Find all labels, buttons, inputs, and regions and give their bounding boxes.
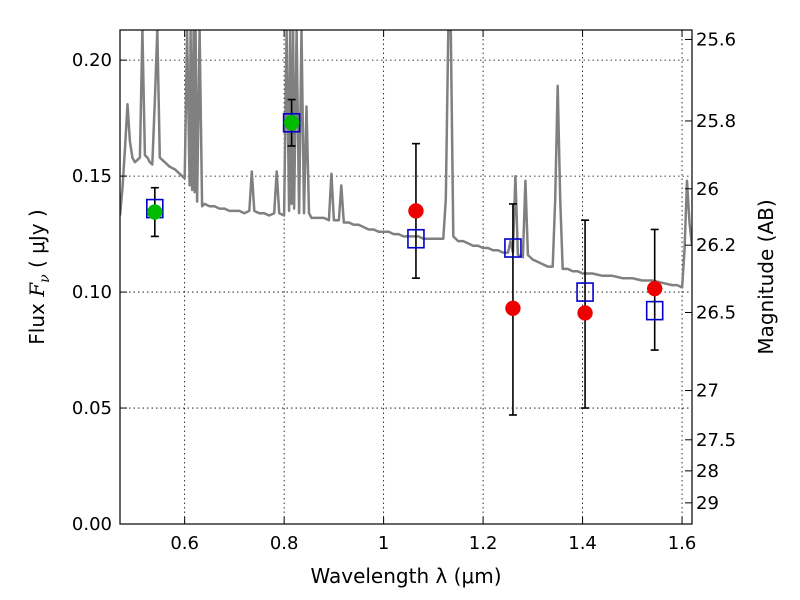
y2-tick-label: 27 — [696, 381, 719, 402]
low-snr-dot — [505, 300, 521, 317]
detection-dot — [283, 115, 300, 131]
y-tick-label: 0.05 — [72, 398, 112, 419]
y-tick-label: 0.20 — [72, 50, 112, 71]
y2-tick-label: 25.6 — [696, 29, 736, 50]
model-photometry-square — [645, 300, 664, 321]
plot-area — [120, 30, 692, 524]
y-tick-label: 0.00 — [72, 514, 112, 535]
y-tick-label: 0.10 — [72, 282, 112, 303]
x-tick-label: 0.8 — [270, 533, 299, 554]
model-sed-line — [120, 30, 692, 289]
model-photometry-square — [407, 228, 425, 249]
low-snr-dot — [577, 305, 593, 321]
x-axis-label: Wavelength λ (μm) — [310, 564, 501, 588]
x-tick-label: 1.6 — [668, 533, 697, 554]
y2-axis-label: Magnitude (AB) — [754, 199, 778, 354]
marker-layer — [146, 112, 664, 321]
model-photometry-square — [282, 112, 301, 133]
x-tick-label: 1 — [378, 533, 389, 554]
y2-tick-label: 28 — [696, 461, 719, 482]
plot-frame — [119, 29, 693, 525]
y2-tick-label: 26 — [696, 179, 719, 200]
y2-tick-label: 29 — [696, 493, 719, 514]
tick-layer: 0.6 0.8 1 1.2 1.4 1.6 0.00 0.05 0.10 0.15 0.20 25.6… — [72, 29, 736, 554]
detection-dot — [147, 204, 163, 220]
y-tick-label: 0.15 — [72, 166, 112, 187]
model-photometry-square — [576, 282, 594, 302]
low-snr-dot — [646, 280, 663, 297]
y-axis-label-prefix: Flux — [25, 297, 49, 345]
y-axis-label-unit: ( μJy ) — [25, 209, 49, 274]
y2-tick-label: 26.2 — [696, 235, 736, 256]
x-tick-label: 1.4 — [568, 533, 597, 554]
y-axis-label-symbol: F — [25, 282, 49, 298]
x-tick-label: 0.6 — [170, 533, 199, 554]
model-photometry-square — [504, 238, 522, 258]
series-layer — [120, 30, 692, 289]
x-tick-label: 1.2 — [469, 533, 498, 554]
y2-tick-label: 26.5 — [696, 302, 736, 323]
y-axis-label-subscript: ν — [37, 274, 53, 283]
y-axis-label: Flux Fν ( μJy ) — [25, 209, 53, 344]
y2-tick-label: 27.5 — [696, 430, 736, 451]
y2-tick-label: 25.8 — [696, 111, 736, 132]
low-snr-dot — [408, 203, 424, 219]
